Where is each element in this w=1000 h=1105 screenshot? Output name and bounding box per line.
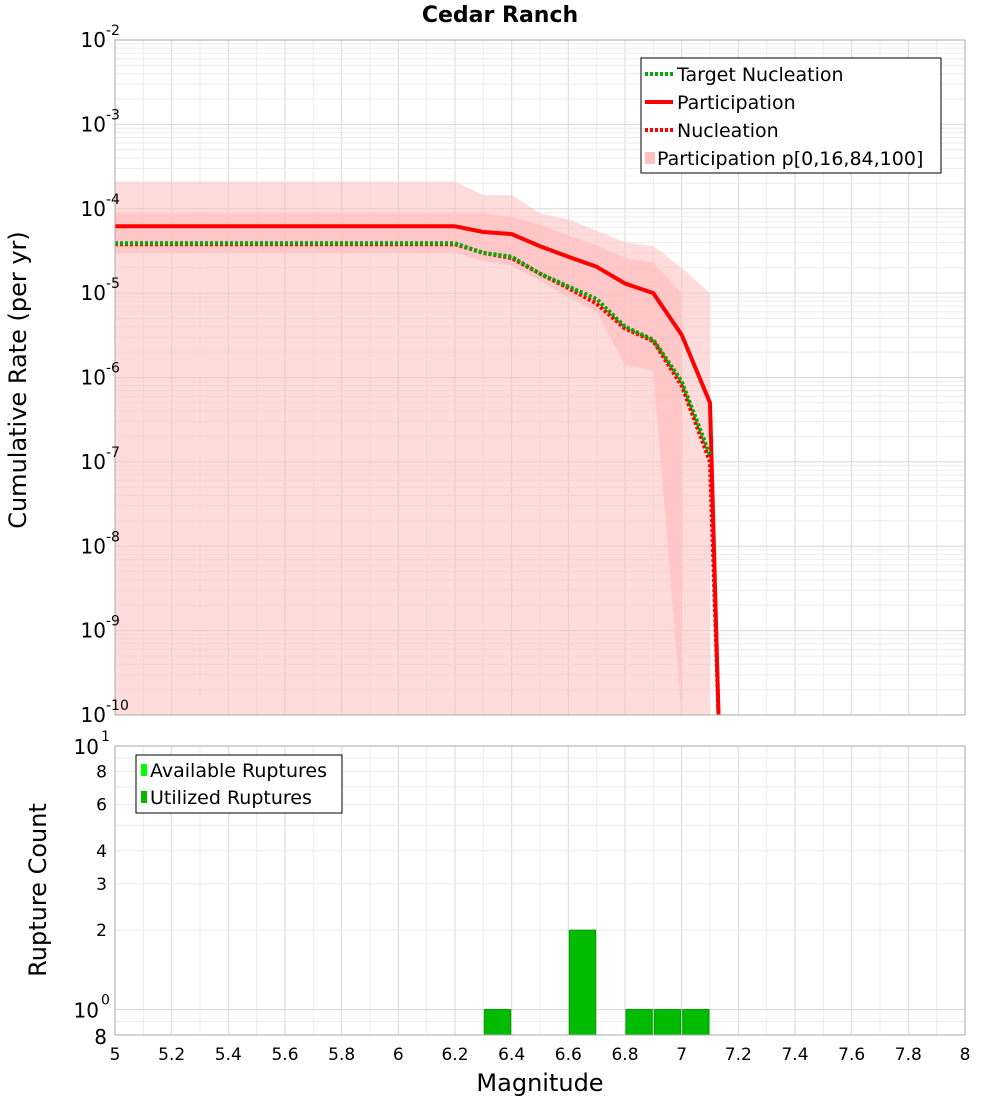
rate-y-tick-exponent: -8 <box>106 529 120 545</box>
participation-line <box>115 224 721 716</box>
rate-y-tick-exponent: -4 <box>106 192 120 208</box>
x-tick-label: 7 <box>676 1045 687 1065</box>
rupture-count-bar <box>653 1008 682 1036</box>
rate-y-tick-label: 10 <box>81 281 106 305</box>
count-y-tick-major: 10 <box>74 735 99 759</box>
legend-participation-label: Participation <box>677 92 796 114</box>
rupture-count-bar <box>483 1008 512 1036</box>
rate-y-tick-label: 10 <box>81 366 106 390</box>
rate-y-tick-exponent: -10 <box>106 698 129 714</box>
legend-nucleation-label: Nucleation <box>677 120 779 142</box>
participation-band-outer <box>115 181 710 716</box>
x-tick-label: 7.2 <box>725 1045 752 1065</box>
rate-y-axis-label: Cumulative Rate (per yr) <box>4 231 32 529</box>
x-tick-label: 7.8 <box>895 1045 922 1065</box>
rate-y-tick-exponent: -6 <box>106 361 120 377</box>
rupture-count-bar <box>568 929 597 1036</box>
rupture-count-bar <box>682 1008 710 1036</box>
x-tick-label: 5.6 <box>271 1045 298 1065</box>
count-y-tick-label: 3 <box>96 875 107 895</box>
rate-y-tick-label: 10 <box>81 703 106 727</box>
count-y-tick-exponent: 0 <box>101 992 110 1008</box>
rate-y-tick-exponent: -3 <box>106 107 120 123</box>
x-tick-label: 5.4 <box>215 1045 242 1065</box>
rate-y-tick-label: 10 <box>81 28 106 52</box>
participation-band-inner <box>115 213 682 715</box>
rate-y-tick-exponent: -5 <box>106 276 120 292</box>
rate-legend-box <box>640 57 942 174</box>
count-y-tick-label: 6 <box>96 795 107 815</box>
x-tick-label: 6.2 <box>441 1045 468 1065</box>
count-legend-label: Available Ruptures <box>150 760 327 782</box>
rate-plot-frame <box>114 39 966 716</box>
rupture-count-bar <box>625 1008 653 1036</box>
legend-target-nucleation-label: Target Nucleation <box>676 64 844 86</box>
rate-y-tick-label: 10 <box>81 197 106 221</box>
x-tick-label: 7.6 <box>838 1045 865 1065</box>
count-y-tick-major: 10 <box>74 998 99 1022</box>
x-tick-label: 6.4 <box>498 1045 525 1065</box>
rate-y-tick-exponent: -7 <box>106 445 120 461</box>
x-axis-label: Magnitude <box>476 1069 603 1097</box>
x-tick-label: 5 <box>110 1045 121 1065</box>
count-y-tick-bottom: 8 <box>94 1025 107 1049</box>
x-tick-label: 6 <box>393 1045 404 1065</box>
x-tick-label: 6.6 <box>555 1045 582 1065</box>
count-legend-box <box>135 754 343 814</box>
count-y-tick-exponent: 1 <box>101 729 110 745</box>
count-y-tick-label: 2 <box>96 921 107 941</box>
count-legend-swatch <box>141 764 147 776</box>
count-y-tick-label: 4 <box>96 842 107 862</box>
rate-y-tick-exponent: -2 <box>106 23 120 39</box>
rate-y-tick-exponent: -9 <box>106 614 120 630</box>
count-y-tick-label: 8 <box>96 763 107 783</box>
count-plot-frame <box>114 745 966 1036</box>
rate-y-tick-label: 10 <box>81 619 106 643</box>
x-tick-label: 6.8 <box>611 1045 638 1065</box>
rate-plot: 10-210-310-410-510-610-710-810-910 -10Tar… <box>81 23 966 727</box>
x-tick-label: 5.2 <box>158 1045 185 1065</box>
rate-y-tick-label: 10 <box>81 112 106 136</box>
x-tick-label: 7.4 <box>781 1045 808 1065</box>
count-legend-label: Utilized Ruptures <box>150 787 312 809</box>
count-legend-swatch <box>141 791 147 803</box>
legend-participation-band-label: Participation p[0,16,84,100] <box>657 148 923 170</box>
target-nucleation-line <box>115 241 712 456</box>
chart-title: Cedar Ranch <box>422 3 578 28</box>
x-tick-label: 8 <box>960 1045 971 1065</box>
legend-participation-band-swatch <box>645 152 655 164</box>
x-tick-label: 5.8 <box>328 1045 355 1065</box>
rate-y-tick-label: 10 <box>81 450 106 474</box>
rate-y-tick-label: 10 <box>81 534 106 558</box>
count-y-axis-label: Rupture Count <box>24 803 52 977</box>
